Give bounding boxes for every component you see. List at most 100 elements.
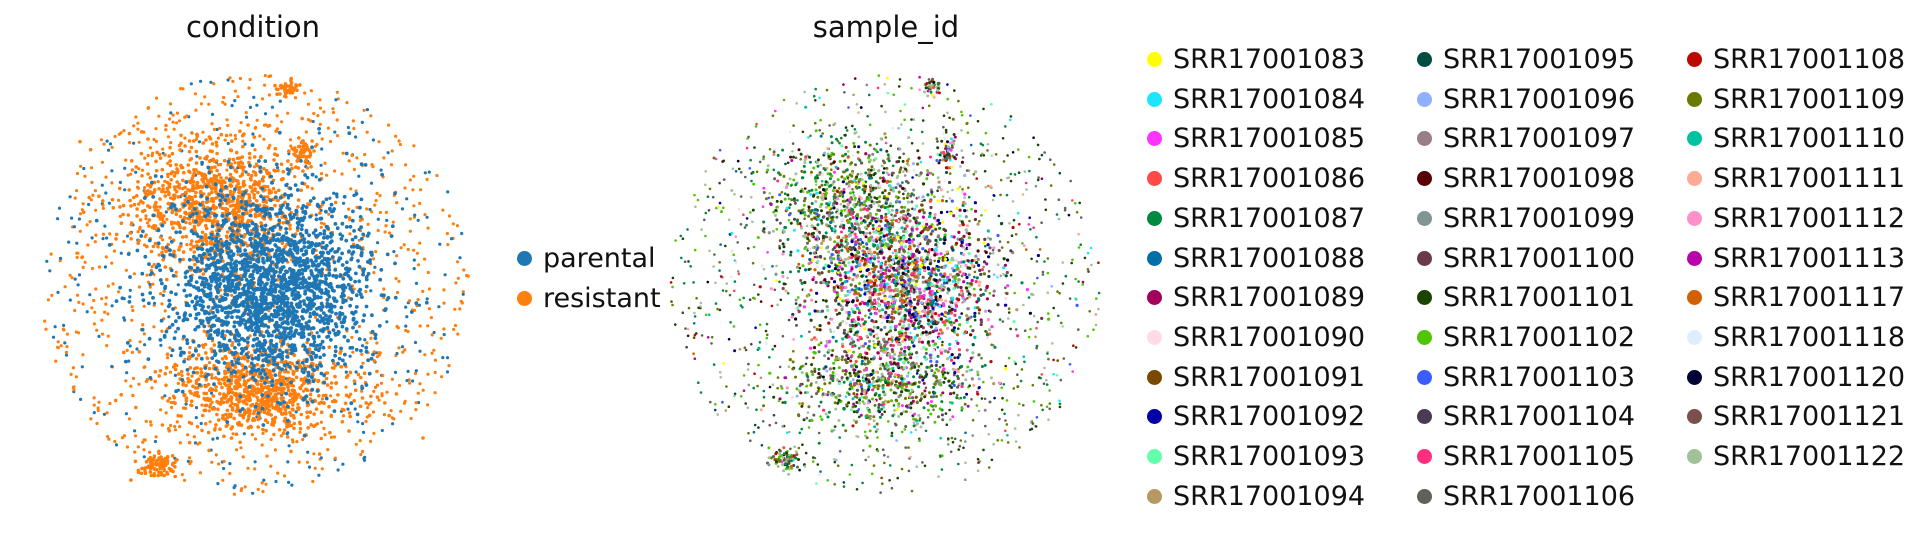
data-point [306,324,311,329]
data-point [169,171,173,176]
data-point [110,181,114,185]
data-point [160,423,165,427]
data-point [153,241,158,246]
data-point [191,212,195,217]
data-point [270,379,275,383]
data-point [105,139,109,143]
data-point [441,208,445,212]
data-point [166,172,170,177]
data-point [215,232,220,237]
data-point [163,309,167,313]
data-point [296,402,300,406]
data-point [100,332,105,336]
data-point [80,365,84,369]
data-point [289,449,293,454]
data-point [425,177,429,181]
data-point [85,223,89,227]
data-point [166,356,170,360]
data-point [298,264,302,268]
data-point [261,197,266,201]
data-point [159,343,163,347]
data-point [189,82,193,86]
data-point [278,225,283,230]
data-point [209,402,213,406]
data-point [225,251,230,255]
data-point [327,330,332,335]
data-point [310,289,314,293]
data-point [240,346,244,351]
data-point [310,263,315,268]
data-point [184,234,188,239]
data-point [383,230,387,234]
data-point [183,136,187,140]
data-point [315,234,319,239]
data-point [96,408,100,413]
data-point [341,276,346,281]
data-point [412,267,416,271]
data-point [54,359,58,363]
data-point [108,232,112,236]
data-point [146,106,151,110]
data-point [135,214,139,218]
data-point [206,430,211,435]
data-point [260,443,264,447]
data-point [321,251,325,255]
data-point [310,145,314,150]
data-point [94,233,98,237]
data-point [262,402,267,407]
data-point [294,210,299,214]
data-point [213,165,217,169]
data-point [276,391,281,396]
data-point [385,252,390,257]
data-point [276,471,280,475]
data-point [210,376,214,380]
data-point [218,188,223,193]
data-point [224,219,229,224]
data-point [207,366,212,371]
data-point [77,300,81,304]
data-point [345,260,349,265]
data-point [273,190,278,195]
data-point [229,162,233,166]
data-point [172,336,177,341]
data-point [194,416,198,420]
data-point [320,291,324,295]
data-point [223,354,228,359]
data-point [263,83,267,87]
data-point [327,404,331,409]
data-point [379,168,383,172]
data-point [291,389,296,393]
data-point [330,255,335,259]
data-point [303,265,308,270]
data-point [333,345,338,349]
data-point [183,144,187,148]
data-point [180,373,184,378]
data-point [136,230,140,234]
data-point [233,386,238,390]
data-point [395,201,399,205]
data-point [254,227,259,232]
data-point [286,111,290,115]
data-point [362,108,366,112]
data-point [246,378,251,383]
data-point [305,410,309,415]
data-point [188,345,192,350]
data-point [155,150,159,155]
data-point [259,207,264,212]
data-point [344,214,348,219]
data-point [367,413,372,418]
data-point [199,189,203,194]
data-point [72,388,76,392]
data-point [292,421,297,426]
data-point [292,426,296,431]
data-point [260,330,264,334]
data-point [199,194,204,198]
data-point [243,322,248,327]
data-point [346,338,350,343]
data-point [319,225,323,229]
data-point [320,397,325,401]
data-point [458,256,462,260]
data-point [56,290,60,294]
data-point [333,222,338,226]
data-point [163,394,167,398]
